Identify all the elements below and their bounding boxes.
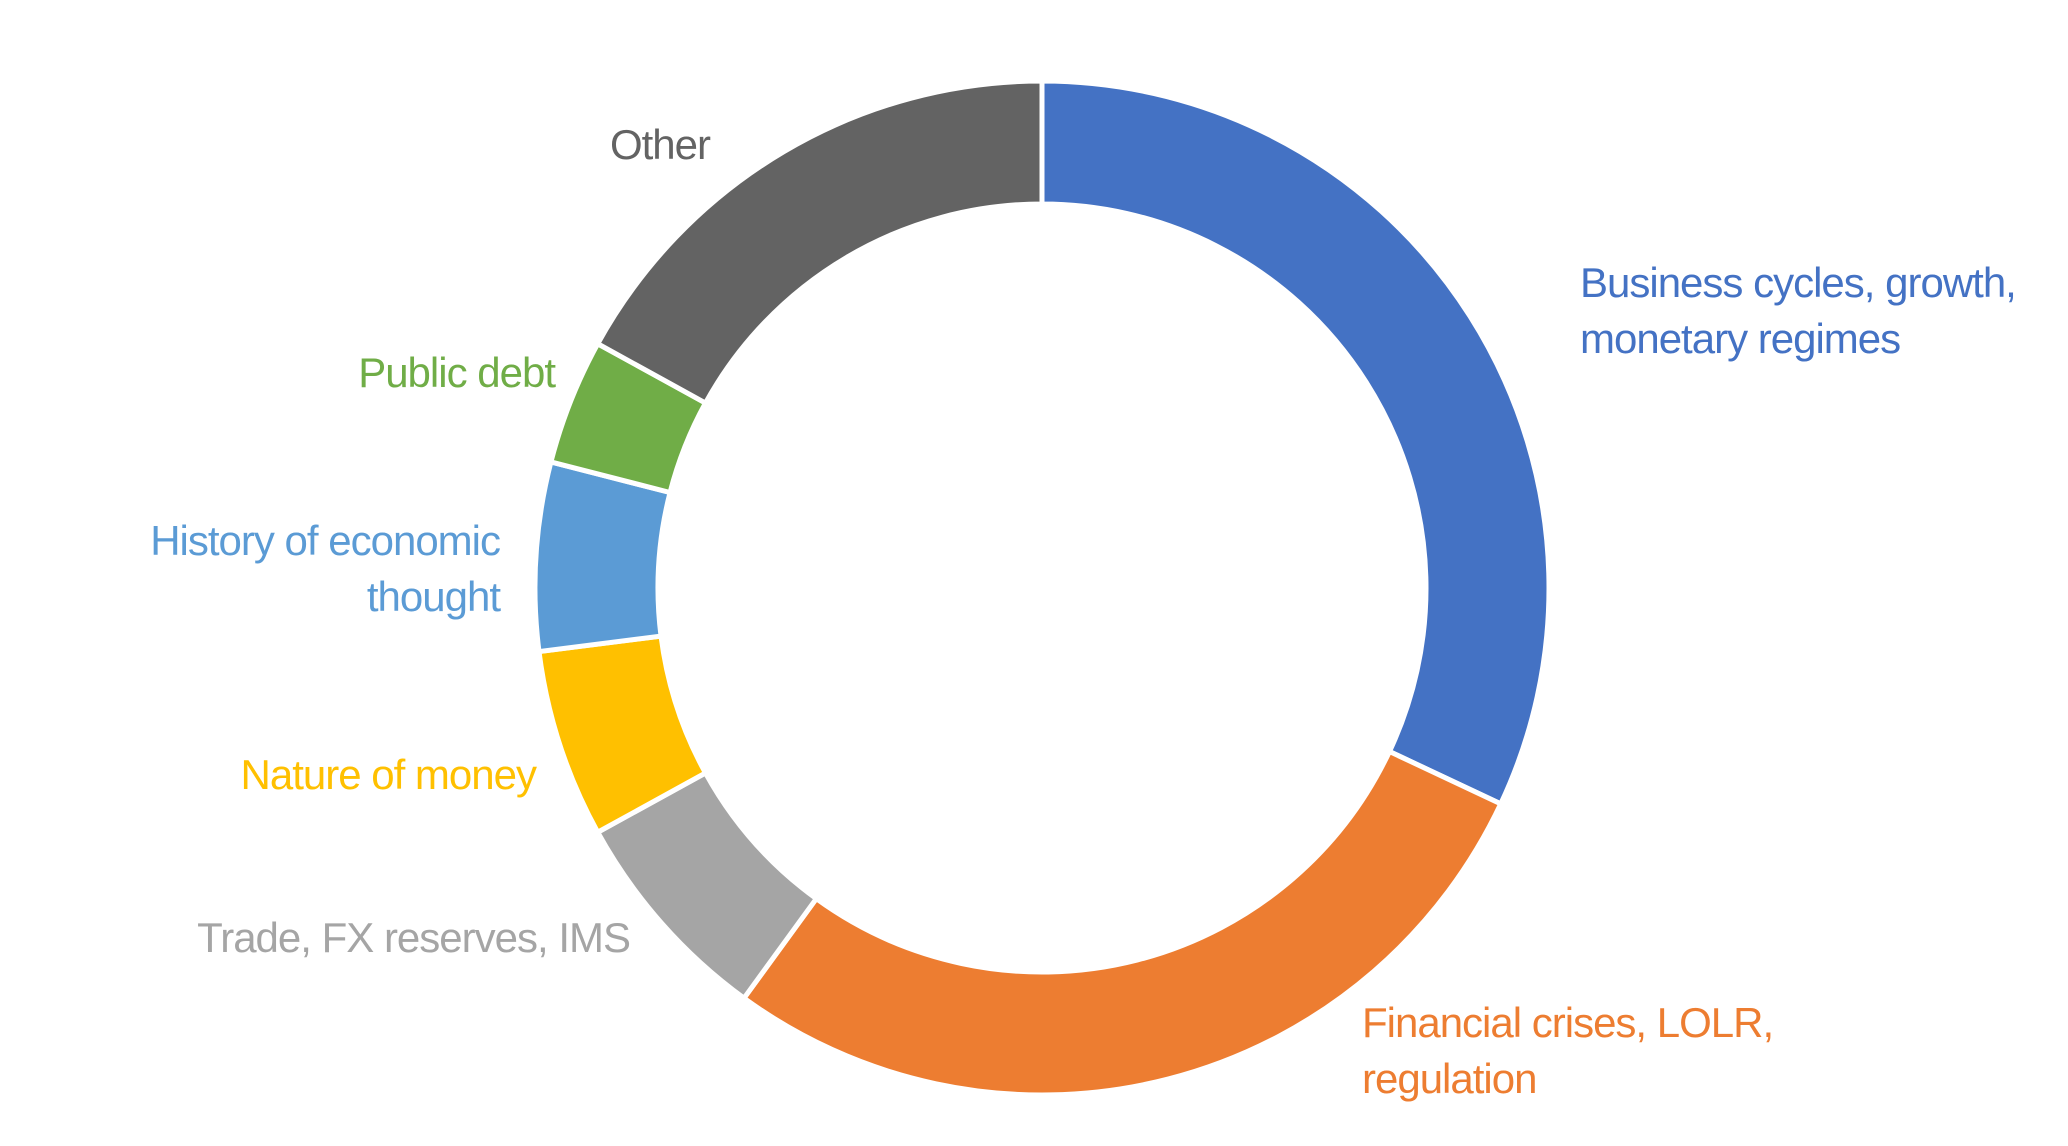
donut-slice bbox=[532, 458, 674, 655]
slice-label: Other bbox=[609, 121, 711, 168]
slice-label: History of economic thought bbox=[150, 517, 501, 620]
slice-label: Trade, FX reserves, IMS bbox=[197, 914, 631, 961]
donut-slice bbox=[1039, 78, 1552, 808]
slice-label: Business cycles, growth, monetary regime… bbox=[1580, 259, 2017, 362]
donut-slice bbox=[740, 748, 1505, 1098]
slice-label: Financial crises, LOLR, regulation bbox=[1362, 999, 1774, 1102]
slice-label: Public debt bbox=[358, 349, 556, 396]
donut-slice bbox=[594, 78, 1045, 407]
slice-label: Nature of money bbox=[240, 751, 538, 798]
